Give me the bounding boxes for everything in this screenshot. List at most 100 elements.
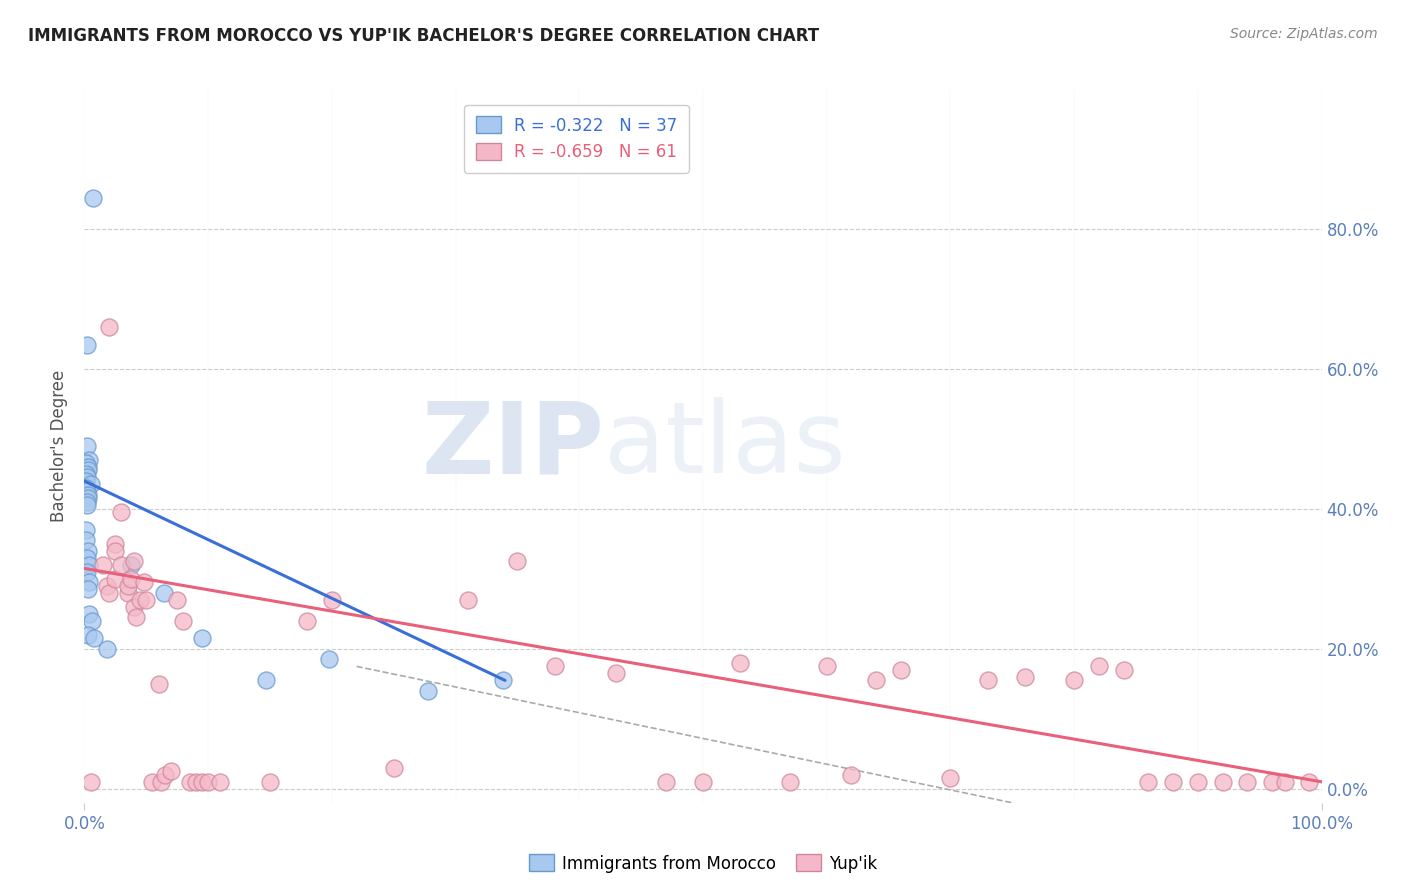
Point (1261, 774, 1284, 789)
Point (110, 558, 132, 572)
Point (104, 537, 127, 551)
Point (91, 558, 114, 572)
Point (129, 593, 152, 607)
Point (457, 593, 479, 607)
Point (728, 656, 751, 670)
Point (1014, 670, 1036, 684)
Point (76, 550, 98, 565)
Point (75, 523, 97, 537)
Point (1274, 774, 1296, 789)
Point (75, 474, 97, 488)
Point (80, 614, 103, 628)
Point (418, 684, 440, 698)
Point (939, 772, 962, 786)
Point (98, 320, 121, 334)
Point (83, 632, 105, 646)
Point (77, 460, 100, 475)
Point (98, 586, 121, 600)
Point (79, 453, 101, 467)
Point (1236, 774, 1258, 789)
Point (122, 599, 145, 614)
Point (976, 673, 998, 688)
Point (76, 499, 98, 513)
Point (382, 761, 405, 775)
Point (166, 593, 188, 607)
Point (184, 774, 207, 789)
Point (692, 774, 714, 789)
Point (75, 533, 97, 548)
Point (295, 614, 318, 628)
Point (79, 774, 101, 789)
Text: Source: ZipAtlas.com: Source: ZipAtlas.com (1230, 27, 1378, 41)
Point (76, 337, 98, 351)
Point (605, 666, 627, 681)
Point (506, 554, 529, 568)
Point (120, 558, 142, 572)
Point (1212, 774, 1234, 789)
Point (77, 491, 100, 506)
Text: ZIP: ZIP (422, 398, 605, 494)
Point (197, 774, 219, 789)
Point (75, 467, 97, 481)
Point (191, 632, 214, 646)
Point (77, 544, 100, 558)
Point (77, 628, 100, 642)
Point (77, 463, 100, 477)
Point (1298, 774, 1320, 789)
Point (150, 774, 173, 789)
Text: atlas: atlas (605, 398, 845, 494)
Y-axis label: Bachelor's Degree: Bachelor's Degree (51, 370, 69, 522)
Point (321, 593, 343, 607)
Point (179, 774, 201, 789)
Point (79, 575, 101, 590)
Point (1088, 659, 1111, 673)
Point (79, 607, 101, 621)
Point (152, 586, 174, 600)
Point (779, 774, 801, 789)
Point (172, 614, 194, 628)
Point (125, 610, 148, 624)
Point (1112, 663, 1135, 677)
Point (318, 652, 340, 666)
Point (135, 593, 157, 607)
Point (77, 582, 100, 597)
Point (96, 579, 118, 593)
Point (96, 641, 118, 656)
Point (110, 506, 132, 520)
Legend: R = -0.322   N = 37, R = -0.659   N = 61: R = -0.322 N = 37, R = -0.659 N = 61 (464, 104, 689, 173)
Point (890, 663, 912, 677)
Point (865, 673, 887, 688)
Point (209, 774, 232, 789)
Point (104, 572, 127, 586)
Point (153, 768, 176, 782)
Point (77, 488, 100, 502)
Point (655, 774, 678, 789)
Point (76, 495, 98, 509)
Point (122, 554, 145, 568)
Point (76, 484, 98, 499)
Point (76, 470, 98, 484)
Point (254, 673, 277, 688)
Point (543, 659, 565, 673)
Point (104, 544, 127, 558)
Point (76, 565, 98, 579)
Point (79, 558, 101, 572)
Point (841, 768, 863, 782)
Point (1063, 673, 1085, 688)
Point (75, 481, 97, 495)
Point (160, 764, 183, 779)
Point (79, 477, 101, 491)
Point (491, 673, 513, 688)
Point (120, 572, 142, 586)
Point (1187, 774, 1209, 789)
Point (191, 774, 214, 789)
Legend: Immigrants from Morocco, Yup'ik: Immigrants from Morocco, Yup'ik (522, 847, 884, 880)
Point (82, 191, 104, 205)
Point (75, 457, 97, 471)
Point (1137, 774, 1160, 789)
Point (259, 774, 281, 789)
Point (815, 659, 838, 673)
Point (117, 579, 139, 593)
Point (141, 774, 163, 789)
Point (132, 575, 155, 590)
